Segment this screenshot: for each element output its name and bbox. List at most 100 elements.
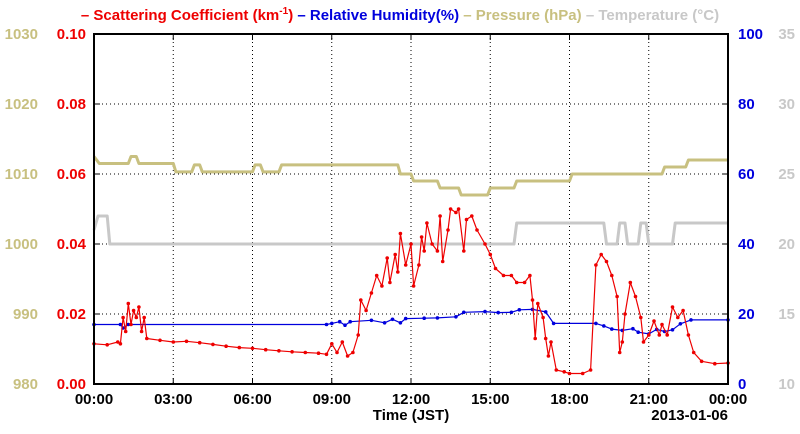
scattering-point	[580, 371, 585, 376]
scattering-point	[417, 263, 421, 267]
x-tick-label: 00:00	[75, 391, 113, 408]
humidity-point	[337, 319, 342, 324]
temperature-tick-label: 20	[778, 236, 795, 253]
pressure-tick-label: 1000	[5, 236, 38, 253]
legend-item-suffix: )	[288, 7, 293, 24]
axes-layer: 98099010001010102010300.000.020.040.060.…	[5, 26, 795, 408]
series-layer	[92, 155, 730, 376]
scattering-tick-label: 0.10	[57, 26, 86, 43]
scattering-point	[250, 346, 255, 351]
legend-dash: –	[459, 7, 476, 24]
scattering-point	[263, 347, 268, 352]
scattering-point	[665, 333, 669, 337]
scattering-point	[633, 294, 638, 299]
temperature-tick-label: 30	[778, 96, 795, 113]
scattering-point	[351, 350, 355, 355]
humidity-point	[483, 309, 487, 314]
scattering-point	[470, 214, 474, 218]
pressure-tick-label: 1020	[5, 96, 38, 113]
humidity-point	[398, 321, 403, 325]
scattering-point	[438, 214, 442, 218]
scattering-point	[335, 350, 339, 355]
scattering-point	[615, 294, 619, 299]
legend-dash: –	[293, 7, 310, 24]
x-tick-label: 03:00	[154, 391, 192, 408]
legend-dash: –	[81, 7, 94, 24]
scattering-point	[670, 305, 675, 309]
humidity-point	[610, 327, 614, 331]
scattering-point	[657, 333, 662, 337]
scattering-point	[691, 350, 696, 355]
humidity-point	[369, 318, 374, 323]
scattering-point	[425, 221, 429, 225]
scattering-point	[488, 252, 493, 257]
x-tick-label: 09:00	[313, 391, 351, 408]
scattering-point	[639, 315, 643, 320]
scattering-point	[158, 338, 162, 343]
scattering-point	[530, 298, 535, 302]
grid	[94, 34, 728, 384]
scattering-point	[118, 342, 123, 346]
legend-item: Scattering Coefficient (km	[93, 7, 279, 24]
scattering-point	[681, 308, 685, 313]
scattering-point	[184, 339, 189, 344]
scattering-tick-label: 0.00	[57, 376, 86, 393]
scattering-point	[464, 217, 469, 222]
humidity-point	[324, 322, 329, 327]
scattering-point	[541, 315, 545, 320]
scattering-point	[121, 315, 125, 320]
scattering-point	[171, 340, 176, 344]
temperature-tick-label: 25	[778, 166, 795, 183]
scattering-point	[528, 273, 532, 278]
humidity-point	[543, 310, 548, 314]
scattering-point	[403, 263, 408, 267]
humidity-tick-label: 60	[738, 166, 755, 183]
x-tick-label: 18:00	[550, 391, 588, 408]
x-tick-label: 06:00	[233, 391, 271, 408]
x-tick-label: 00:00	[709, 391, 747, 408]
scattering-point	[129, 322, 133, 327]
scattering-point	[398, 231, 403, 236]
scattering-point	[522, 280, 527, 285]
scattering-point	[456, 207, 461, 211]
scattering-point	[546, 354, 551, 358]
legend-item: Temperature (°C)	[598, 7, 719, 24]
humidity-tick-label: 80	[738, 96, 755, 113]
scattering-point	[277, 349, 281, 353]
scattering-point	[396, 270, 400, 274]
legend-text: – Scattering Coefficient (km-1) – Relati…	[81, 6, 719, 24]
scattering-tick-label: 0.04	[57, 236, 87, 253]
scattering-point	[116, 340, 120, 344]
scattering-point	[134, 315, 139, 320]
pressure-tick-label: 1030	[5, 26, 38, 43]
scattering-point	[533, 336, 537, 341]
scattering-point	[131, 308, 136, 313]
pressure-tick-label: 980	[13, 376, 38, 393]
scattering-point	[641, 340, 646, 344]
scattering-point	[411, 284, 416, 288]
scattering-tick-label: 0.02	[57, 306, 86, 323]
temperature-tick-label: 15	[778, 306, 795, 323]
scattering-point	[514, 280, 519, 285]
x-tick-label: 21:00	[630, 391, 668, 408]
scattering-point	[454, 210, 458, 215]
scattering-point	[493, 266, 498, 271]
scattering-point	[126, 301, 131, 306]
scattering-point	[197, 340, 202, 345]
scattering-point	[446, 228, 450, 232]
scattering-point	[303, 350, 308, 355]
scattering-point	[562, 370, 566, 374]
scattering-tick-label: 0.06	[57, 166, 86, 183]
scattering-point	[483, 242, 487, 246]
scattering-point	[359, 298, 363, 302]
scattering-point	[501, 273, 506, 278]
scattering-point	[139, 329, 144, 334]
humidity-point	[551, 321, 556, 326]
humidity-point	[343, 323, 347, 328]
scattering-point	[435, 249, 440, 253]
humidity-point	[678, 322, 683, 326]
scattering-point	[699, 359, 704, 364]
humidity-point	[118, 322, 123, 327]
scattering-point	[385, 256, 390, 260]
humidity-point	[348, 319, 353, 324]
